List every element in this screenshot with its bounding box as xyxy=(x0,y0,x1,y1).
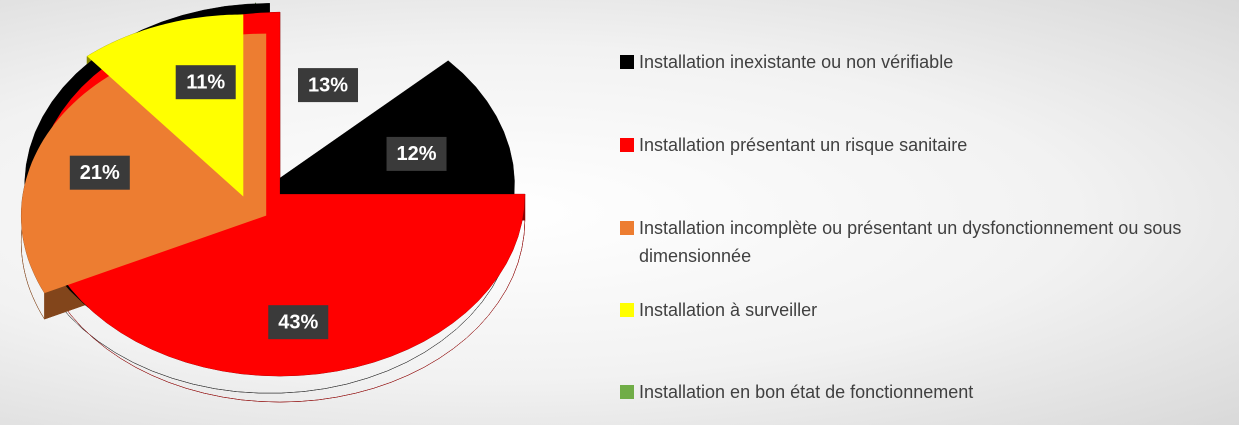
data-label: 43% xyxy=(278,311,318,333)
label-box xyxy=(268,305,329,340)
legend-item: Installation en bon état de fonctionneme… xyxy=(620,378,1230,406)
label-box xyxy=(175,65,236,100)
data-label: 11% xyxy=(186,71,225,93)
data-label: 13% xyxy=(308,74,348,96)
legend-item: Installation inexistante ou non vérifiab… xyxy=(620,48,1230,76)
legend-swatch xyxy=(620,221,634,235)
legend-swatch xyxy=(620,55,634,69)
legend-item: Installation présentant un risque sanita… xyxy=(620,131,1230,159)
legend-label: Installation inexistante ou non vérifiab… xyxy=(639,52,954,72)
legend-item: Installation à surveiller xyxy=(620,296,1230,324)
legend-label: Installation présentant un risque sanita… xyxy=(639,135,968,155)
data-label: 21% xyxy=(80,162,120,184)
legend-swatch xyxy=(620,385,634,399)
legend-item: Installation incomplète ou présentant un… xyxy=(620,214,1230,270)
legend-label: Installation à surveiller xyxy=(639,300,818,320)
label-box xyxy=(386,136,447,171)
data-label: 12% xyxy=(397,143,437,165)
legend-label: Installation en bon état de fonctionneme… xyxy=(639,382,974,402)
slice xyxy=(87,14,244,197)
label-box xyxy=(298,68,359,103)
data-labels: 13% 12% 43% 21% 11% xyxy=(69,65,447,340)
legend-swatch xyxy=(620,303,634,317)
legend-label: Installation incomplète ou présentant un… xyxy=(639,218,1182,266)
label-box xyxy=(69,155,130,190)
legend-swatch xyxy=(620,138,634,152)
slice-tops xyxy=(21,3,525,377)
